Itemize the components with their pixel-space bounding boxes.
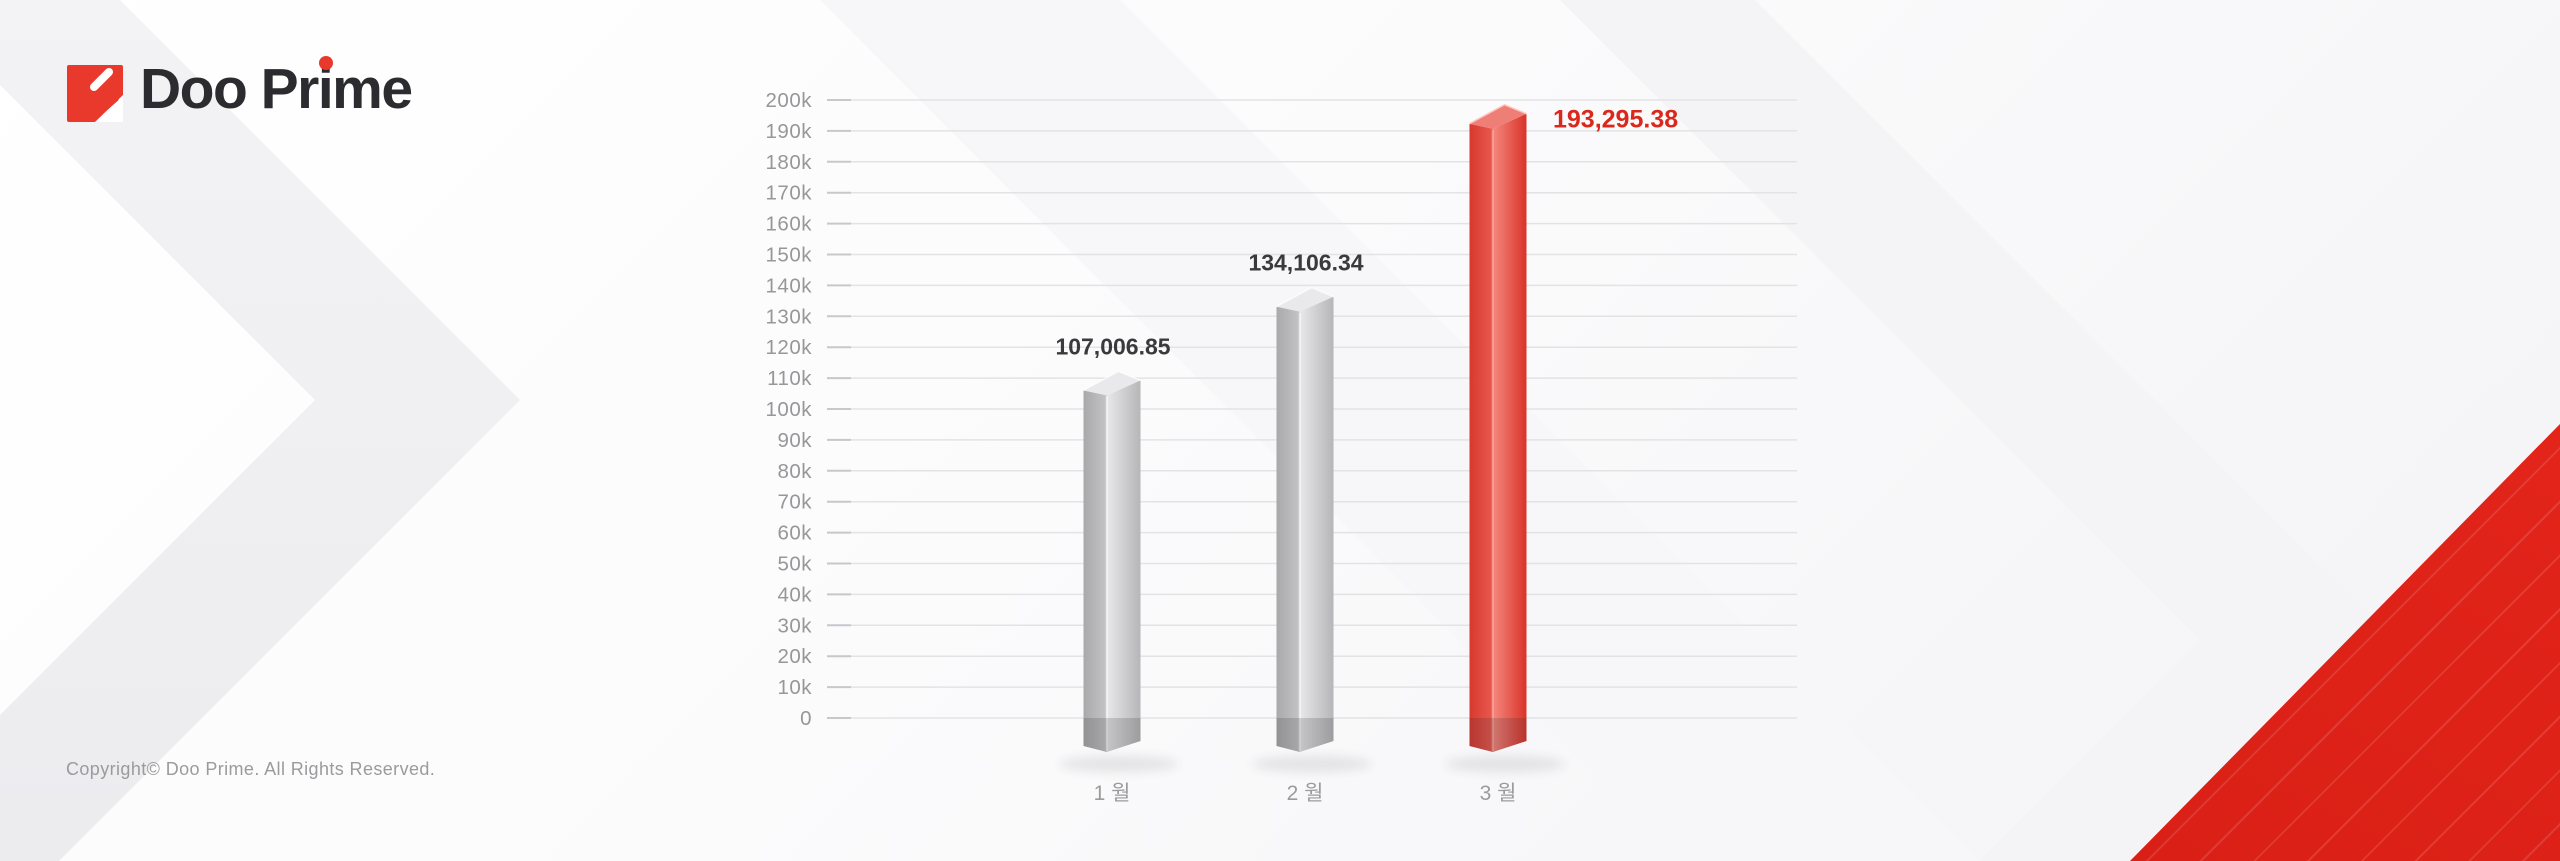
y-axis-tick-label: 80k	[777, 460, 812, 483]
y-axis-tick-label: 120k	[766, 336, 813, 359]
bar-base-shade	[1083, 718, 1141, 752]
bar-top-edge	[1276, 286, 1334, 308]
y-axis-tick-label: 10k	[777, 676, 812, 699]
bar-top-face	[1469, 104, 1527, 129]
y-axis-tick-label: 200k	[766, 89, 813, 112]
bar-front-face	[1299, 296, 1334, 752]
y-axis-tick-label: 40k	[777, 583, 812, 606]
bar-front-face	[1106, 380, 1141, 752]
y-axis-tick-label: 0	[800, 707, 812, 730]
y-axis-tick-label: 70k	[777, 491, 812, 514]
bar-top-face	[1083, 371, 1141, 396]
y-axis-tick-label: 150k	[766, 244, 813, 267]
y-axis-tick-label: 180k	[766, 151, 813, 174]
y-axis-tick-label: 130k	[766, 305, 813, 328]
bar-shadow	[1445, 755, 1565, 773]
y-axis-tick-label: 170k	[766, 182, 813, 205]
doo-prime-logo-icon	[67, 65, 123, 122]
bar-value-label: 193,295.38	[1553, 106, 1678, 134]
bar-value-label: 134,106.34	[1248, 250, 1363, 276]
y-axis-tick-label: 160k	[766, 213, 813, 236]
bar-left-face	[1083, 390, 1107, 752]
x-axis-category-label: 2 월	[1287, 782, 1324, 805]
y-axis-tick-label: 100k	[766, 398, 813, 421]
y-axis-tick-label: 90k	[777, 429, 812, 452]
y-axis-tick-label: 190k	[766, 120, 813, 143]
y-axis-tick-label: 30k	[777, 614, 812, 637]
bar-1: 107,006.85 1 월	[1055, 333, 1179, 805]
bar-shadow	[1059, 755, 1179, 773]
bar-base-shade	[1469, 718, 1527, 752]
bar-left-face	[1469, 123, 1493, 752]
bar-shadow	[1252, 755, 1372, 773]
bar-top-face	[1276, 287, 1334, 312]
y-axis-tick-label: 20k	[777, 645, 812, 668]
logo-i-dot	[319, 56, 333, 70]
bar-front-face	[1492, 113, 1527, 752]
bar-left-face	[1276, 306, 1300, 752]
bar-top-edge	[1469, 103, 1527, 125]
y-axis-tick-label: 140k	[766, 274, 813, 297]
y-axis-tick-label: 60k	[777, 522, 812, 545]
bar-2: 134,106.34 2 월	[1248, 250, 1372, 805]
y-axis-tick-label: 110k	[767, 367, 812, 390]
x-axis-category-label: 1 월	[1094, 782, 1131, 805]
bar-base-shade	[1276, 718, 1334, 752]
bar-value-label: 107,006.85	[1055, 333, 1170, 359]
copyright-text: Copyright© Doo Prime. All Rights Reserve…	[66, 759, 436, 779]
logo-text: Doo Prime	[140, 57, 413, 121]
x-axis-category-label: 3 월	[1480, 782, 1517, 805]
y-axis-tick-label: 50k	[777, 553, 812, 576]
bar-3: 193,295.38 3 월	[1445, 103, 1678, 805]
bar-top-edge	[1083, 370, 1141, 392]
